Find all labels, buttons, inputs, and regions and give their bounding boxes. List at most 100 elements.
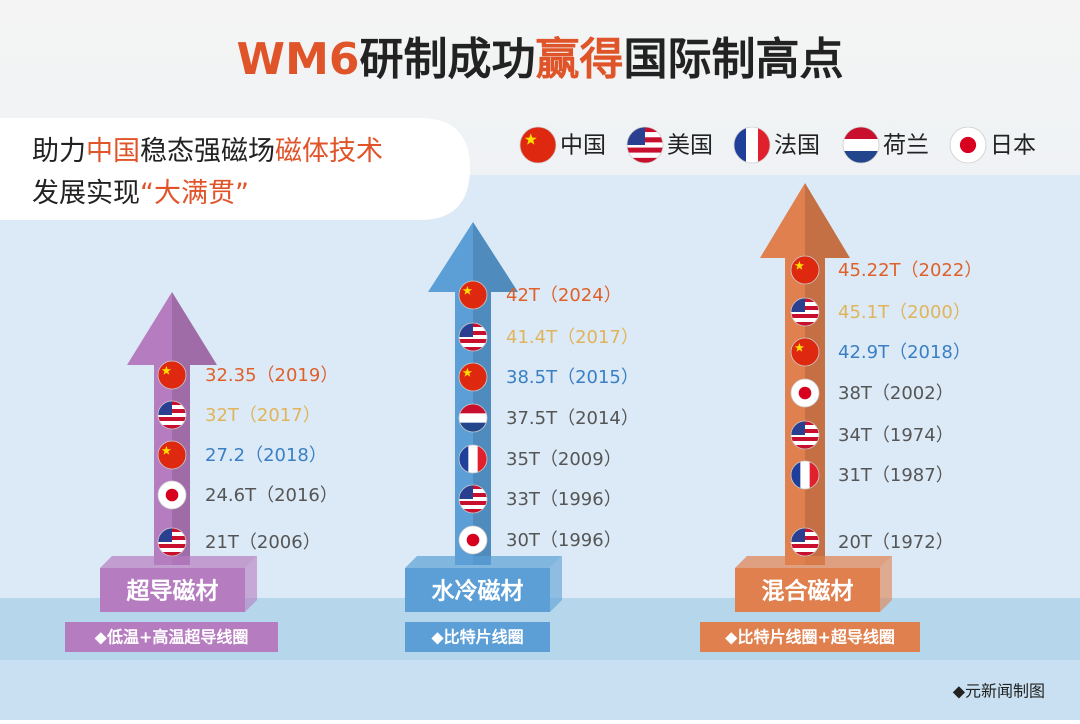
flag (519, 126, 557, 164)
flag-band (459, 422, 487, 432)
flag-stripe (791, 552, 819, 556)
flag-rim (157, 400, 187, 430)
flag-rim (733, 126, 771, 164)
flag-body (791, 379, 819, 407)
text-segment: 中国 (86, 136, 140, 167)
flag (458, 525, 488, 555)
flag-star (161, 445, 172, 455)
flag-body (459, 485, 487, 513)
flag-band (809, 461, 819, 489)
flag-star (161, 365, 172, 375)
flag-band (459, 445, 469, 473)
column: 混合磁材 ◆比特片线圈+超导线圈 45.22T（2022） 45.1T（2000） 42… (700, 183, 982, 652)
flag-rim (458, 444, 488, 474)
flag-rim (157, 527, 187, 557)
flag-stripe (158, 552, 186, 556)
flag-rim (626, 126, 664, 164)
flag-rim (949, 126, 987, 164)
flag-body (158, 528, 186, 556)
flag-star (462, 367, 473, 377)
flag-band (734, 127, 747, 163)
flag (157, 360, 187, 390)
subtitle: 发展实现“大满贯” (32, 178, 249, 209)
flag-stripe (158, 425, 186, 429)
sea-light (0, 660, 1080, 720)
flag (157, 440, 187, 470)
flag-stripe (791, 544, 819, 548)
flag-body (459, 445, 487, 473)
column-label: 水冷磁材 (432, 578, 524, 605)
legend-label: 日本 (990, 133, 1036, 159)
flag-stripe (459, 343, 487, 347)
record: 45.22T（2022） (838, 260, 982, 281)
label-box (735, 568, 880, 612)
flag-body (791, 461, 819, 489)
text-segment: 磁体技术 (275, 136, 383, 167)
flag-body (459, 526, 487, 554)
flag-field (158, 361, 186, 389)
flag-stripe (627, 152, 663, 158)
note-box (65, 622, 278, 652)
label-box (100, 568, 245, 612)
record: 31T（1987） (838, 465, 954, 486)
record: 20T（1972） (838, 532, 954, 553)
flag-stripe (627, 147, 663, 153)
flag (790, 337, 820, 367)
flag-stripe (459, 505, 487, 509)
record: 27.2（2018） (205, 445, 327, 466)
flag-body (158, 441, 186, 469)
flag (458, 362, 488, 392)
arrow (428, 222, 518, 565)
record: 41.4T（2017） (506, 327, 639, 348)
flag-stripe (791, 441, 819, 445)
flag (458, 484, 488, 514)
flag-rim (458, 403, 488, 433)
flag-body (950, 127, 986, 163)
flag (733, 126, 771, 164)
flag-band (843, 127, 879, 140)
legend-label: 荷兰 (883, 133, 929, 159)
flag-rim (157, 440, 187, 470)
flag-rim (157, 360, 187, 390)
flag-body (459, 281, 487, 309)
flag-field (459, 281, 487, 309)
text-segment: 研制成功 (359, 34, 535, 85)
legend: 中国 美国 法国 荷兰 日本 (519, 126, 1036, 164)
credit: ◆元新闻制图 (953, 682, 1045, 701)
flag (790, 420, 820, 450)
flag (157, 400, 187, 430)
flag-band (468, 445, 479, 473)
text-segment: “大满贯” (140, 178, 249, 209)
flag (458, 444, 488, 474)
flag-band (477, 445, 487, 473)
flag (458, 280, 488, 310)
flag-rim (790, 297, 820, 327)
label-box-top (100, 556, 257, 568)
label-box (405, 568, 550, 612)
flag-rim (458, 525, 488, 555)
flag (157, 527, 187, 557)
flag-rim (842, 126, 880, 164)
flag (626, 126, 664, 164)
flag-band (800, 461, 811, 489)
flag-rim (458, 322, 488, 352)
flag-field (520, 127, 556, 163)
text-segment: 国际制高点 (623, 34, 843, 85)
flag-rim (790, 527, 820, 557)
flag-rim (458, 484, 488, 514)
flag-sun (959, 136, 977, 154)
flag-body (459, 404, 487, 432)
record: 42T（2024） (506, 285, 622, 306)
flag-stripe (158, 544, 186, 548)
flag-rim (458, 362, 488, 392)
column-label: 混合磁材 (762, 578, 854, 605)
column-note: ◆低温+高温超导线圈 (95, 628, 249, 647)
flag-body (734, 127, 770, 163)
text-segment: WM6 (237, 34, 360, 85)
flag-star (794, 342, 805, 352)
flag-band (459, 404, 487, 414)
label-box-top (405, 556, 562, 568)
column-label: 超导磁材 (127, 578, 219, 605)
flag-band (791, 461, 801, 489)
